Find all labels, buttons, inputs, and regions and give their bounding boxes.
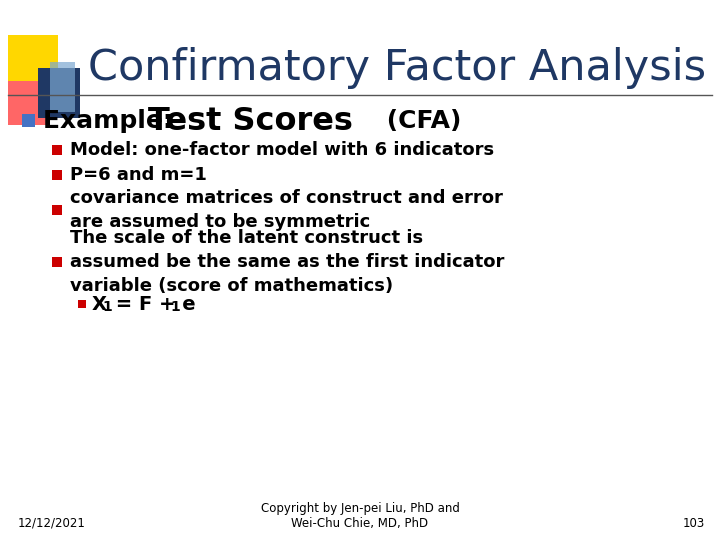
Bar [52, 145, 62, 155]
Bar [8, 81, 50, 125]
Text: (CFA): (CFA) [378, 109, 462, 133]
Text: = F + e: = F + e [109, 294, 196, 314]
Bar [22, 114, 35, 127]
Text: X: X [92, 294, 107, 314]
Text: Test Scores: Test Scores [148, 105, 353, 137]
Text: Confirmatory Factor Analysis: Confirmatory Factor Analysis [88, 47, 706, 89]
Bar [8, 35, 58, 85]
Text: 12/12/2021: 12/12/2021 [18, 517, 86, 530]
Text: Copyright by Jen-pei Liu, PhD and
Wei-Chu Chie, MD, PhD: Copyright by Jen-pei Liu, PhD and Wei-Ch… [261, 502, 459, 530]
Text: 103: 103 [683, 517, 705, 530]
Bar [50, 62, 75, 112]
Bar [52, 170, 62, 180]
Text: Example:: Example: [43, 109, 181, 133]
Text: 1: 1 [102, 300, 112, 314]
Text: Model: one-factor model with 6 indicators: Model: one-factor model with 6 indicator… [70, 141, 494, 159]
Text: 1: 1 [170, 300, 180, 314]
Bar [52, 257, 62, 267]
Text: P=6 and m=1: P=6 and m=1 [70, 166, 207, 184]
Text: covariance matrices of construct and error
are assumed to be symmetric: covariance matrices of construct and err… [70, 189, 503, 231]
Bar [78, 300, 86, 308]
Text: The scale of the latent construct is
assumed be the same as the first indicator
: The scale of the latent construct is ass… [70, 229, 505, 295]
Bar [38, 68, 80, 118]
Bar [52, 205, 62, 215]
